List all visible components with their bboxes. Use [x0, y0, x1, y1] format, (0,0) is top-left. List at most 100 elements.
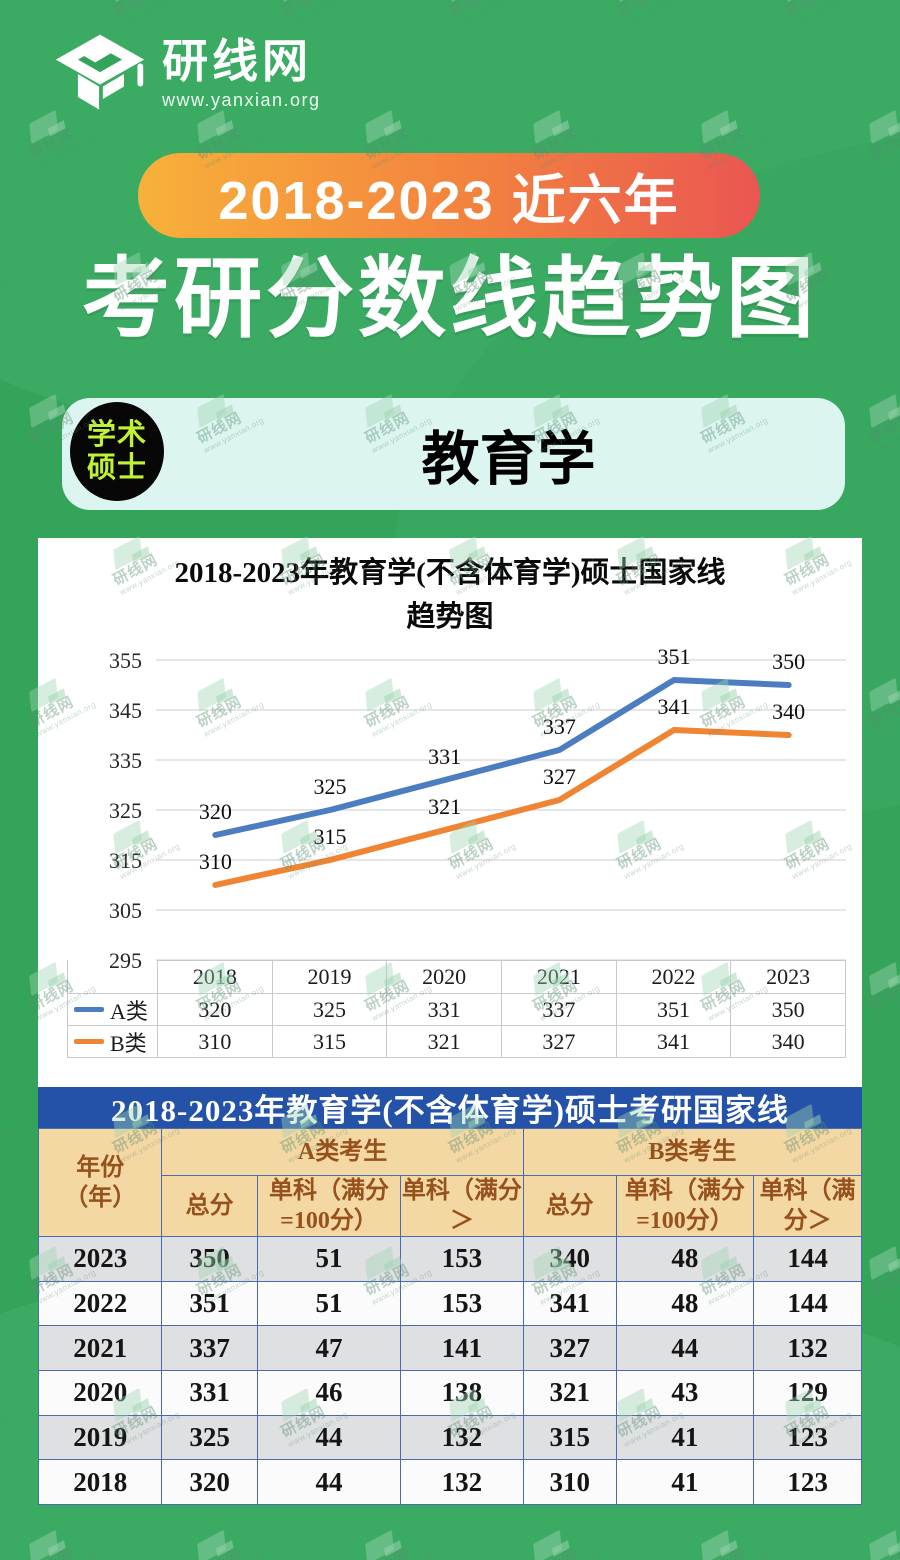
- brand-url: www.yanxian.org: [162, 89, 321, 110]
- watermark-logo-icon: [533, 1529, 562, 1560]
- chart-table-value: 340: [731, 1026, 846, 1058]
- score-cell: 153: [400, 1280, 524, 1327]
- watermark-url: www.yanxian.org: [874, 1267, 900, 1307]
- watermark-text: 研线网: [0, 0, 9, 21]
- score-table-title-bar: 2018-2023年教育学(不含体育学)硕士考研国家线: [38, 1087, 862, 1128]
- chart-table-value: 351: [616, 994, 732, 1026]
- watermark-text: 研线网: [866, 693, 900, 731]
- score-cell: 315: [522, 1414, 617, 1461]
- chart-table-value: 321: [387, 1026, 502, 1058]
- score-row-2021: 2021 337 47 141 327 44 132: [37, 1325, 862, 1371]
- watermark-text: 研线网: [0, 544, 9, 590]
- chart-table-value: 341: [616, 1026, 732, 1058]
- watermark-text: 研线网: [0, 828, 9, 874]
- subject-name: 教育学: [421, 427, 596, 492]
- watermark-url: www.yanxian.org: [118, 0, 182, 29]
- watermark-url: www.yanxian.org: [874, 983, 900, 1023]
- watermark-text: 研线网: [278, 0, 329, 21]
- score-cell: 123: [753, 1414, 862, 1461]
- score-cell: 132: [400, 1459, 524, 1505]
- a-single-gt-header: 单科（满分＞: [400, 1175, 524, 1237]
- score-cell: 153: [400, 1236, 524, 1282]
- brand-name: 研线网: [162, 34, 312, 87]
- score-cell: 2023: [37, 1236, 163, 1282]
- score-cell: 138: [400, 1369, 524, 1416]
- data-label: 321: [428, 794, 461, 819]
- year-range-pill: 2018-2023 近六年: [138, 153, 760, 238]
- score-cell: 340: [522, 1236, 617, 1282]
- a-total-header: 总分: [161, 1175, 258, 1237]
- watermark-url: www.yanxian.org: [622, 0, 686, 29]
- watermark-url: www.yanxian.org: [0, 841, 14, 881]
- data-label: 337: [543, 714, 576, 739]
- score-cell: 41: [615, 1414, 755, 1461]
- watermark-logo-icon: [29, 393, 58, 429]
- score-cell: 141: [400, 1325, 524, 1371]
- b-single-gt-header: 单科（满分＞: [753, 1175, 862, 1237]
- series-line-B类: [212, 727, 792, 888]
- score-row-2023: 2023 350 51 153 340 48 144: [37, 1236, 862, 1282]
- score-row-2020: 2020 331 46 138 321 43 129: [37, 1369, 862, 1416]
- score-cell: 341: [522, 1280, 617, 1327]
- legend-label: B类: [110, 1030, 147, 1056]
- watermark-text: 研线网: [866, 409, 900, 447]
- watermark-logo-icon: [869, 677, 898, 713]
- data-label: 310: [199, 849, 232, 874]
- score-cell: 144: [753, 1236, 862, 1282]
- watermark-text: 研线网: [0, 1112, 9, 1158]
- score-cell: 350: [161, 1236, 258, 1282]
- chart-table-year: 2020: [387, 960, 502, 994]
- watermark-text: 研线网: [530, 1538, 597, 1560]
- score-cell: 132: [753, 1325, 862, 1371]
- chart-table-year: 2023: [731, 960, 846, 994]
- watermark-text: 研线网: [698, 1538, 765, 1560]
- score-cell: 2022: [37, 1280, 163, 1327]
- y-tick-label: 325: [109, 798, 142, 823]
- chart-table-value: 315: [272, 1026, 388, 1058]
- score-cell: 2021: [37, 1325, 163, 1371]
- chart-table-value: 325: [272, 994, 388, 1026]
- watermark-logo-icon: [617, 0, 646, 3]
- watermark-text: 研线网: [866, 977, 900, 1015]
- degree-type-badge: 学术 硕士: [70, 402, 164, 501]
- watermark-url: www.yanxian.org: [0, 1409, 14, 1449]
- watermark-url: www.yanxian.org: [370, 1551, 434, 1560]
- y-tick-label: 305: [109, 898, 142, 923]
- watermark-logo-icon: [281, 0, 310, 3]
- brand-logo-icon: [55, 34, 145, 110]
- data-label: 325: [314, 774, 347, 799]
- watermark-url: www.yanxian.org: [706, 1551, 770, 1560]
- watermark-url: www.yanxian.org: [874, 1551, 900, 1560]
- group-a-header: A类考生: [161, 1128, 524, 1176]
- chart-data-table: 2018 2019 2020 2021 2022 2023 A类 320 325 331 337 35…: [67, 960, 846, 1058]
- subject-box: 学术 硕士 教育学: [62, 398, 845, 510]
- watermark-text: 研线网: [866, 1538, 900, 1560]
- watermark-logo-icon: [197, 1529, 226, 1560]
- score-row-2022: 2022 351 51 153 341 48 144: [37, 1280, 862, 1327]
- watermark-url: www.yanxian.org: [874, 699, 900, 739]
- score-cell: 48: [615, 1280, 755, 1327]
- data-label: 331: [428, 744, 461, 769]
- score-row-2018: 2018 320 44 132 310 41 123: [37, 1459, 862, 1505]
- score-table-wrap: 年份 （年） A类考生 B类考生 总分 单科（满分=100分） 单科（满分＞ 总…: [37, 1128, 863, 1505]
- score-cell: 351: [161, 1280, 258, 1327]
- y-tick-label: 355: [109, 648, 142, 673]
- score-cell: 51: [256, 1236, 402, 1282]
- watermark-logo-icon: [869, 109, 898, 145]
- chart-table-value: 350: [731, 994, 846, 1026]
- chart-table-value: 310: [158, 1026, 273, 1058]
- score-cell: 47: [256, 1325, 402, 1371]
- watermark-text: 研线网: [866, 125, 900, 163]
- brand-text: 研线网 www.yanxian.org: [162, 38, 321, 111]
- watermark-text: 研线网: [446, 0, 497, 21]
- watermark-logo-icon: [869, 1245, 898, 1281]
- score-table-title: 2018-2023年教育学(不含体育学)硕士考研国家线: [111, 1093, 789, 1128]
- watermark-logo-icon: [449, 0, 478, 3]
